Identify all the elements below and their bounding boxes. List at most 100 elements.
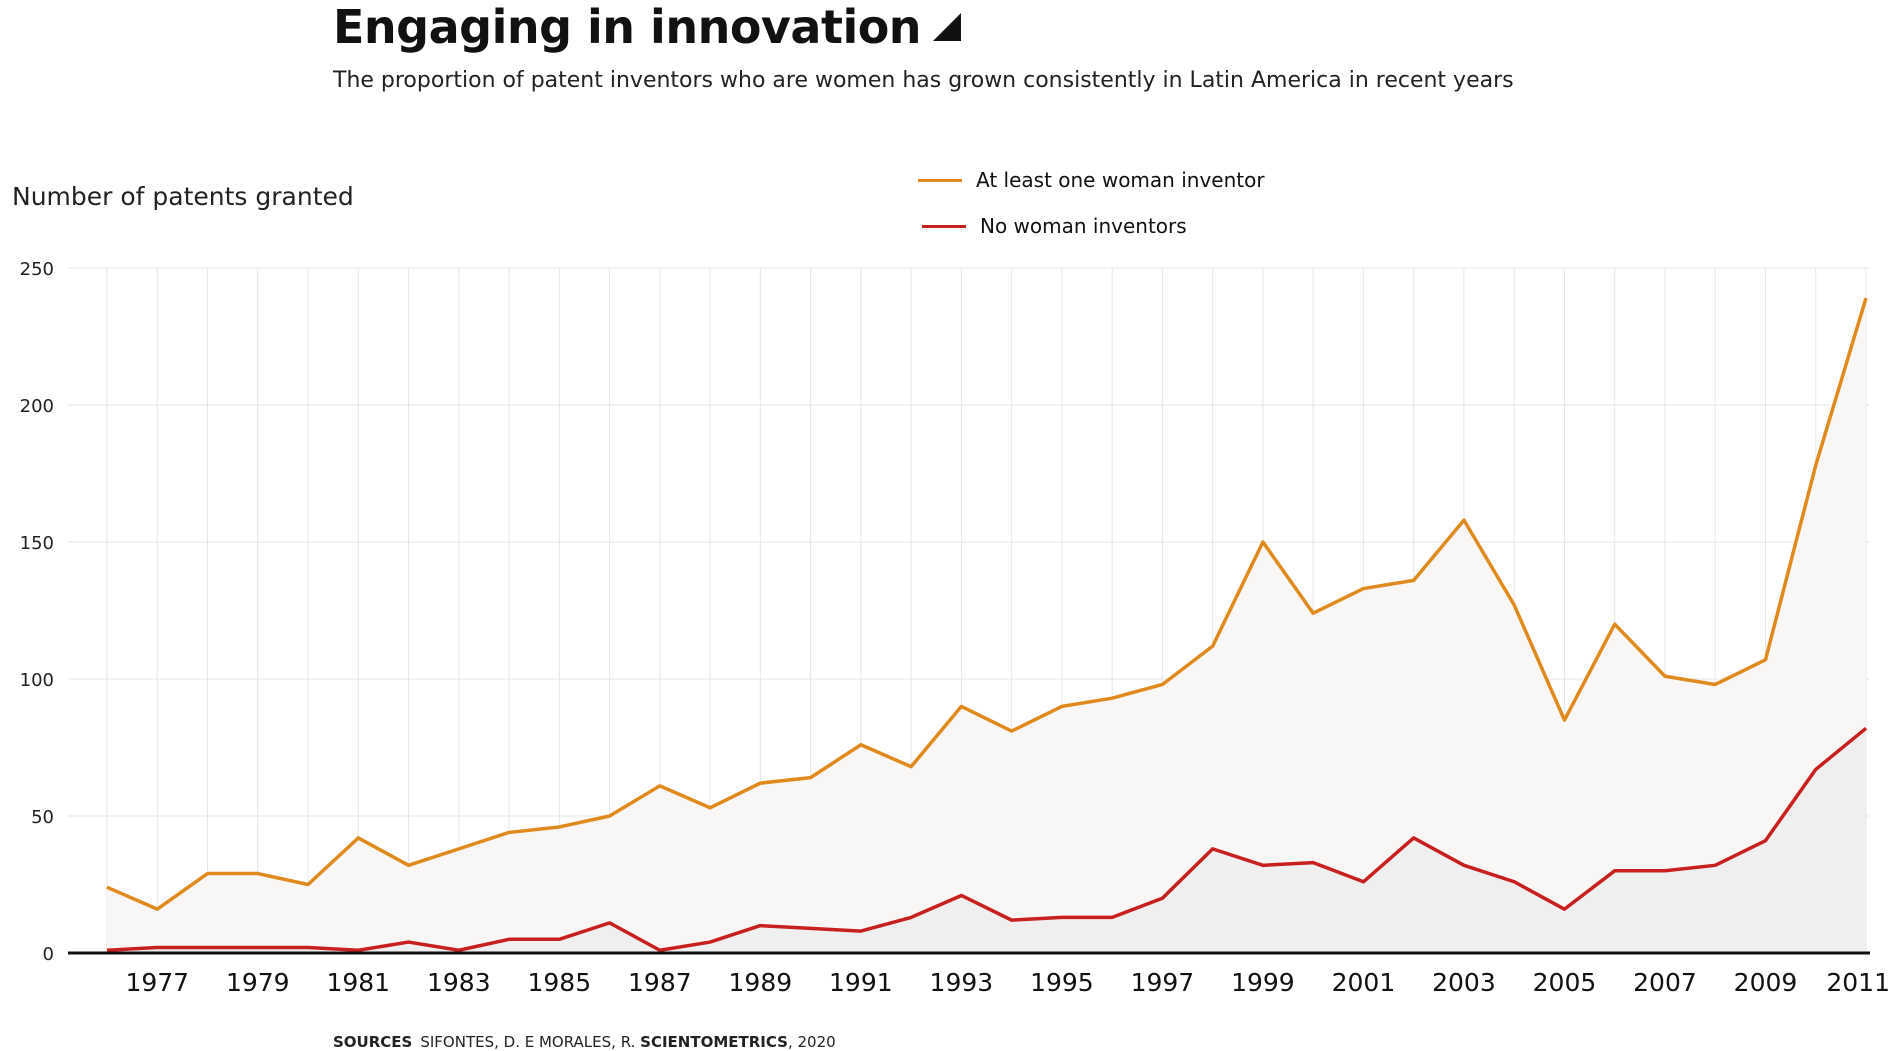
data-point-no-women <box>1462 863 1466 867</box>
y-tick-label: 150 <box>20 533 54 554</box>
data-point-women <box>1261 540 1265 544</box>
data-point-women <box>407 863 411 867</box>
data-point-women <box>1713 682 1717 686</box>
y-tick-label: 50 <box>31 807 54 828</box>
source-authors: SIFONTES, D. E MORALES, R. <box>420 1033 636 1051</box>
data-point-women <box>1864 296 1868 300</box>
data-point-no-women <box>1160 896 1164 900</box>
data-point-no-women <box>1864 726 1868 730</box>
series-line-women <box>106 297 1868 911</box>
source-label: SOURCES <box>333 1033 413 1051</box>
data-point-women <box>1211 644 1215 648</box>
x-tick-label: 1981 <box>326 968 390 997</box>
x-tick-label: 1995 <box>1030 968 1094 997</box>
x-tick-label: 2007 <box>1633 968 1697 997</box>
data-point-women <box>1562 718 1566 722</box>
data-point-women <box>758 781 762 785</box>
x-tick-label: 1991 <box>829 968 893 997</box>
data-point-women <box>356 836 360 840</box>
x-tick-label: 2003 <box>1432 968 1496 997</box>
chart-subtitle: The proportion of patent inventors who a… <box>333 68 1514 93</box>
legend-label-no-women: No woman inventors <box>980 214 1187 238</box>
data-point-no-women <box>1361 880 1365 884</box>
data-point-women <box>206 872 210 876</box>
y-tick-label: 0 <box>43 944 54 965</box>
data-point-women <box>306 883 310 887</box>
x-tick-label: 1979 <box>226 968 290 997</box>
data-point-women <box>1110 696 1114 700</box>
data-point-no-women <box>1613 869 1617 873</box>
area-women <box>107 298 1866 953</box>
x-tick-label: 1985 <box>528 968 592 997</box>
y-tick-label: 200 <box>20 396 54 417</box>
data-point-no-women <box>1562 907 1566 911</box>
data-point-no-women <box>1110 915 1114 919</box>
data-point-women <box>1462 518 1466 522</box>
data-point-no-women <box>909 915 913 919</box>
data-point-no-women <box>1412 836 1416 840</box>
data-point-no-women <box>306 946 310 950</box>
data-point-no-women <box>1663 869 1667 873</box>
source-note: SOURCES SIFONTES, D. E MORALES, R. SCIENT… <box>333 1033 836 1051</box>
x-tick-label: 1989 <box>729 968 793 997</box>
x-tick-label: 2005 <box>1533 968 1597 997</box>
data-point-women <box>457 847 461 851</box>
data-point-no-women <box>407 940 411 944</box>
y-tick-label: 250 <box>20 259 54 280</box>
chart-title: Engaging in innovation <box>333 0 962 54</box>
area-no-women <box>107 728 1866 953</box>
x-tick-label: 1993 <box>930 968 994 997</box>
data-point-no-women <box>256 946 260 950</box>
data-point-no-women <box>206 946 210 950</box>
data-point-women <box>507 830 511 834</box>
data-point-no-women <box>1512 880 1516 884</box>
data-point-women <box>1512 603 1516 607</box>
legend-line-women-icon <box>918 178 962 182</box>
data-point-no-women <box>507 937 511 941</box>
x-tick-label: 1999 <box>1231 968 1295 997</box>
y-axis-label: Number of patents granted <box>12 182 354 211</box>
data-point-no-women <box>608 921 612 925</box>
data-point-no-women <box>155 946 159 950</box>
data-point-no-women <box>557 937 561 941</box>
legend-label-women: At least one woman inventor <box>976 168 1265 192</box>
data-point-women <box>809 776 813 780</box>
data-point-no-women <box>1763 839 1767 843</box>
data-point-no-women <box>1814 767 1818 771</box>
legend-item-women: At least one woman inventor <box>918 168 1265 192</box>
data-point-women <box>1010 729 1014 733</box>
data-point-no-women <box>1010 918 1014 922</box>
data-point-no-women <box>758 924 762 928</box>
y-tick-label: 100 <box>20 670 54 691</box>
data-point-no-women <box>1060 915 1064 919</box>
data-point-no-women <box>1311 861 1315 865</box>
x-tick-label: 2001 <box>1332 968 1396 997</box>
x-tick-label: 1977 <box>125 968 189 997</box>
data-point-women <box>256 872 260 876</box>
data-point-women <box>105 885 109 889</box>
data-point-no-women <box>1211 847 1215 851</box>
source-year: , 2020 <box>787 1033 836 1051</box>
data-point-women <box>1814 463 1818 467</box>
data-point-women <box>959 704 963 708</box>
data-point-women <box>909 765 913 769</box>
data-point-women <box>1613 622 1617 626</box>
data-point-women <box>658 784 662 788</box>
chart-title-text: Engaging in innovation <box>333 0 922 54</box>
data-point-no-women <box>708 940 712 944</box>
data-point-no-women <box>1261 863 1265 867</box>
data-point-women <box>708 806 712 810</box>
legend-line-no-women-icon <box>922 224 966 228</box>
data-point-women <box>1060 704 1064 708</box>
data-point-women <box>557 825 561 829</box>
data-point-women <box>1663 674 1667 678</box>
data-point-women <box>608 814 612 818</box>
data-point-women <box>1763 658 1767 662</box>
data-point-women <box>1160 682 1164 686</box>
x-tick-label: 1987 <box>628 968 692 997</box>
series-line-no-women <box>106 726 1868 953</box>
data-point-no-women <box>959 893 963 897</box>
triangle-icon <box>933 13 962 41</box>
legend-item-no-women: No woman inventors <box>922 214 1187 238</box>
data-point-no-women <box>1713 863 1717 867</box>
